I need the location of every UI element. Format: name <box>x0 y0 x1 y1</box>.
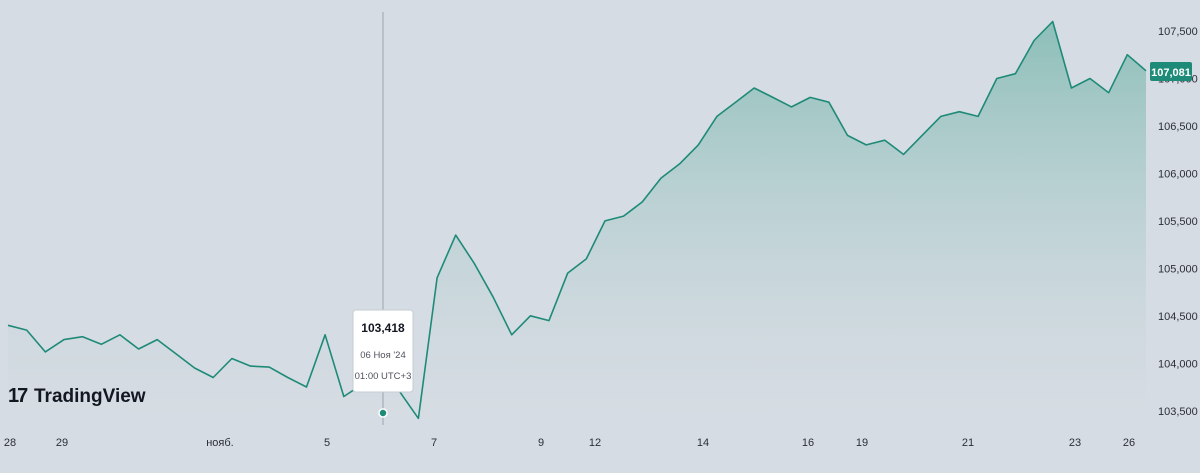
y-tick-label: 103,500 <box>1158 406 1198 418</box>
x-tick-label: 26 <box>1123 437 1135 449</box>
tooltip-date: 06 Ноя '24 <box>360 350 406 361</box>
time-axis[interactable]: 28 29 нояб. 5 7 9 12 14 16 19 21 23 26 <box>4 437 1135 449</box>
tooltip-time: 01:00 UTC+3 <box>355 371 412 382</box>
hover-point-marker <box>378 408 388 418</box>
y-tick-label: 106,500 <box>1158 121 1198 133</box>
x-tick-label: 19 <box>856 437 868 449</box>
price-area-fill <box>8 21 1146 425</box>
x-tick-label: 29 <box>56 437 68 449</box>
x-tick-label: 5 <box>324 437 330 449</box>
y-tick-label: 104,500 <box>1158 311 1198 323</box>
x-tick-label: 9 <box>538 437 544 449</box>
tooltip-price: 103,418 <box>361 321 405 335</box>
x-tick-label: 7 <box>431 437 437 449</box>
last-price-tag: 107,081 <box>1150 62 1192 81</box>
last-price-label: 107,081 <box>1151 67 1191 79</box>
price-axis[interactable]: 107,500107,000106,500106,000105,500105,0… <box>1158 26 1198 418</box>
y-tick-label: 104,000 <box>1158 358 1198 370</box>
x-tick-label: 14 <box>697 437 709 449</box>
tradingview-logo-text: TradingView <box>34 386 146 407</box>
y-tick-label: 105,000 <box>1158 263 1198 275</box>
x-tick-label: 23 <box>1069 437 1081 449</box>
plot-area[interactable] <box>7 20 1147 426</box>
price-line <box>7 20 1147 420</box>
x-tick-label: нояб. <box>206 437 234 449</box>
hover-tooltip: 103,418 06 Ноя '24 01:00 UTC+3 <box>352 309 414 393</box>
tradingview-logo[interactable]: 17 TradingView <box>8 385 146 407</box>
x-tick-label: 16 <box>802 437 814 449</box>
y-tick-label: 105,500 <box>1158 216 1198 228</box>
tradingview-logo-mark: 17 <box>8 385 28 407</box>
x-tick-label: 21 <box>962 437 974 449</box>
x-tick-label: 12 <box>589 437 601 449</box>
y-tick-label: 106,000 <box>1158 168 1198 180</box>
y-tick-label: 107,500 <box>1158 26 1198 38</box>
x-tick-label: 28 <box>4 437 16 449</box>
